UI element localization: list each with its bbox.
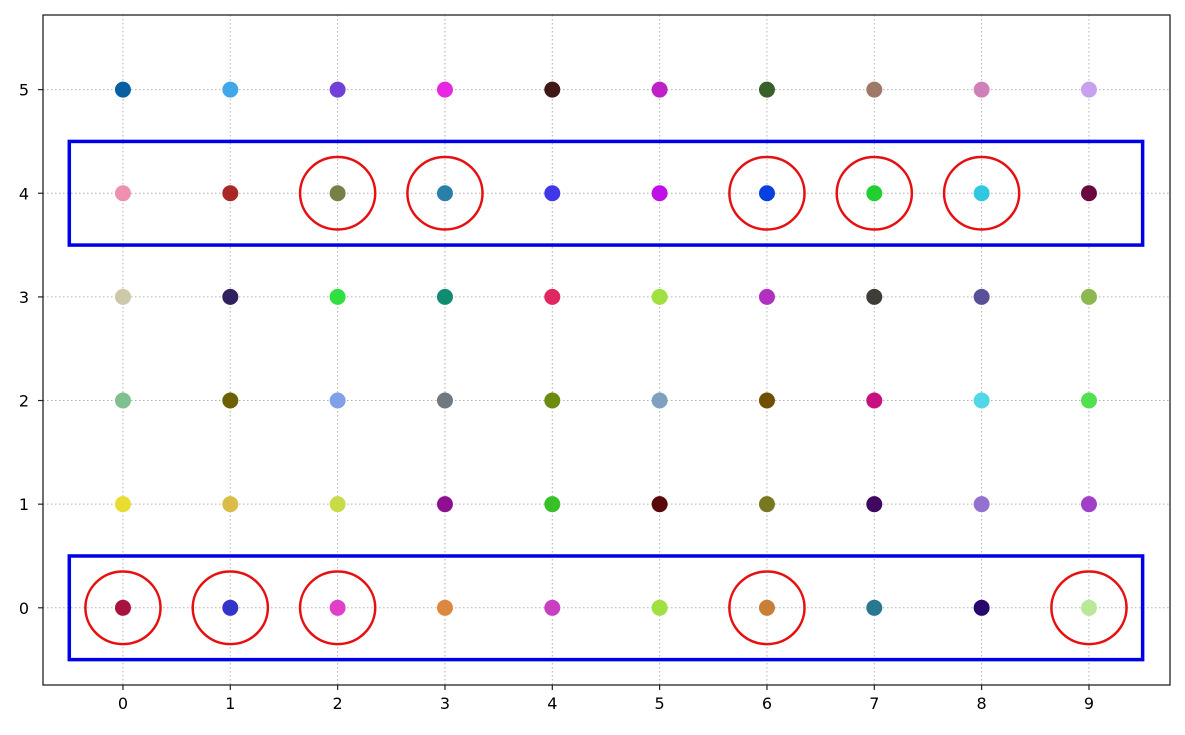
data-point bbox=[544, 599, 561, 616]
x-tick-label: 9 bbox=[1084, 694, 1094, 713]
data-point bbox=[114, 81, 131, 98]
highlight-circle bbox=[728, 570, 806, 646]
data-point bbox=[1080, 392, 1097, 409]
data-point bbox=[1080, 288, 1097, 305]
data-point bbox=[973, 81, 990, 98]
highlight-circle bbox=[1050, 570, 1128, 646]
y-tick-label: 4 bbox=[19, 184, 29, 203]
data-point bbox=[222, 392, 239, 409]
highlight-circle bbox=[406, 155, 484, 231]
highlight-circle bbox=[298, 570, 377, 646]
data-point bbox=[651, 599, 668, 616]
data-point bbox=[436, 185, 453, 202]
data-point bbox=[329, 392, 346, 409]
row-4-highlight-rectangle bbox=[67, 139, 1145, 247]
data-point bbox=[329, 185, 346, 202]
data-point bbox=[758, 599, 775, 616]
y-tick-label: 2 bbox=[19, 392, 29, 411]
row-0-highlight-rectangle bbox=[67, 554, 1145, 662]
data-point bbox=[329, 496, 346, 513]
data-point bbox=[114, 599, 131, 616]
data-point bbox=[758, 185, 775, 202]
data-point bbox=[1080, 185, 1097, 202]
data-point bbox=[544, 81, 561, 98]
data-point bbox=[114, 392, 131, 409]
data-point bbox=[544, 185, 561, 202]
data-point bbox=[329, 81, 346, 98]
data-point bbox=[651, 185, 668, 202]
data-point bbox=[866, 81, 883, 98]
data-point bbox=[222, 185, 239, 202]
data-point bbox=[114, 288, 131, 305]
data-point bbox=[651, 81, 668, 98]
data-point bbox=[651, 392, 668, 409]
data-point bbox=[544, 288, 561, 305]
data-point bbox=[436, 288, 453, 305]
x-tick-label: 6 bbox=[762, 694, 772, 713]
data-points bbox=[114, 81, 1097, 616]
highlight-circle bbox=[298, 155, 377, 231]
y-tick-label: 5 bbox=[19, 81, 29, 100]
data-point bbox=[114, 185, 131, 202]
highlight-circles bbox=[84, 155, 1128, 646]
data-point bbox=[866, 288, 883, 305]
x-tick-label: 1 bbox=[225, 694, 235, 713]
highlight-rectangles bbox=[67, 139, 1145, 662]
data-point bbox=[758, 288, 775, 305]
x-tick-label: 2 bbox=[333, 694, 343, 713]
data-point bbox=[973, 185, 990, 202]
x-tick-label: 7 bbox=[869, 694, 879, 713]
y-tick-label: 0 bbox=[19, 599, 29, 618]
x-tick-label: 0 bbox=[118, 694, 128, 713]
data-point bbox=[973, 496, 990, 513]
y-axis-ticks: 0 1 2 3 4 5 bbox=[19, 81, 43, 618]
data-point bbox=[866, 185, 883, 202]
data-point bbox=[758, 81, 775, 98]
data-point bbox=[973, 288, 990, 305]
data-point bbox=[329, 599, 346, 616]
x-tick-label: 5 bbox=[655, 694, 665, 713]
data-point bbox=[973, 392, 990, 409]
highlight-circle bbox=[942, 155, 1021, 231]
data-point bbox=[1080, 496, 1097, 513]
data-point bbox=[866, 392, 883, 409]
data-point bbox=[866, 496, 883, 513]
data-point bbox=[544, 496, 561, 513]
highlight-circle bbox=[835, 155, 914, 231]
highlight-circle bbox=[728, 155, 806, 231]
data-point bbox=[436, 496, 453, 513]
highlight-circle bbox=[191, 570, 270, 646]
data-point bbox=[114, 496, 131, 513]
data-point bbox=[758, 496, 775, 513]
y-tick-label: 3 bbox=[19, 288, 29, 307]
x-tick-label: 3 bbox=[440, 694, 450, 713]
x-tick-label: 4 bbox=[547, 694, 557, 713]
x-tick-label: 8 bbox=[977, 694, 987, 713]
data-point bbox=[436, 599, 453, 616]
data-point bbox=[866, 599, 883, 616]
y-tick-label: 1 bbox=[19, 495, 29, 514]
data-point bbox=[329, 288, 346, 305]
data-point bbox=[222, 496, 239, 513]
data-point bbox=[544, 392, 561, 409]
data-point bbox=[651, 496, 668, 513]
data-point bbox=[222, 81, 239, 98]
data-point bbox=[436, 81, 453, 98]
data-point bbox=[651, 288, 668, 305]
data-point bbox=[1080, 599, 1097, 616]
x-axis-ticks: 0 1 2 3 4 5 6 7 8 9 bbox=[118, 685, 1094, 713]
data-point bbox=[436, 392, 453, 409]
data-point bbox=[758, 392, 775, 409]
data-point bbox=[973, 599, 990, 616]
data-point bbox=[1080, 81, 1097, 98]
data-point bbox=[222, 288, 239, 305]
axes-frame bbox=[42, 14, 1171, 686]
highlight-circle bbox=[84, 570, 162, 646]
data-point bbox=[222, 599, 239, 616]
